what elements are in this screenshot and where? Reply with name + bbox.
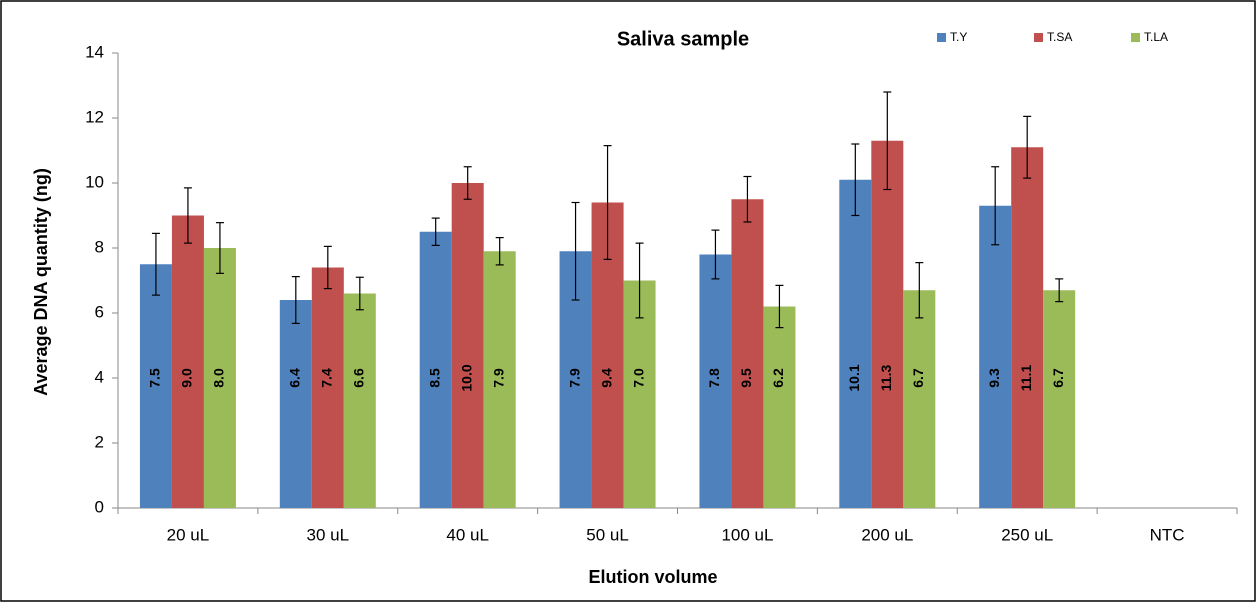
value-label: 8.5 bbox=[426, 368, 442, 388]
value-label: 6.7 bbox=[910, 368, 926, 388]
x-tick-label: 20 uL bbox=[167, 525, 210, 544]
value-label: 6.7 bbox=[1050, 368, 1066, 388]
value-label: 6.6 bbox=[351, 368, 367, 388]
value-label: 10.1 bbox=[846, 364, 862, 391]
value-label: 9.3 bbox=[986, 368, 1002, 388]
value-label: 9.0 bbox=[179, 368, 195, 388]
chart-title: Saliva sample bbox=[617, 28, 749, 50]
bar bbox=[311, 267, 344, 508]
value-label: 11.3 bbox=[878, 365, 894, 392]
error-bar bbox=[183, 187, 192, 244]
error-bar bbox=[775, 284, 784, 329]
y-tick-label: 14 bbox=[85, 42, 104, 61]
bar bbox=[731, 199, 764, 508]
y-axis-label: Average DNA quantity (ng) bbox=[31, 168, 51, 396]
bar bbox=[763, 306, 796, 508]
error-bar bbox=[215, 222, 224, 274]
error-bar bbox=[323, 245, 332, 290]
bar bbox=[203, 248, 236, 508]
y-tick-label: 8 bbox=[95, 237, 104, 256]
error-bar bbox=[463, 166, 472, 200]
bar bbox=[139, 264, 172, 508]
bar bbox=[279, 300, 312, 508]
value-label: 7.4 bbox=[319, 368, 335, 388]
error-bar bbox=[635, 242, 644, 319]
value-label: 7.8 bbox=[706, 368, 722, 388]
error-bar bbox=[915, 262, 924, 319]
bar bbox=[483, 251, 516, 508]
x-tick-label: 40 uL bbox=[446, 525, 489, 544]
y-tick-label: 6 bbox=[95, 302, 104, 321]
bar bbox=[871, 140, 904, 508]
y-tick-label: 2 bbox=[95, 432, 104, 451]
legend-swatch bbox=[937, 33, 946, 42]
error-bar bbox=[991, 166, 1000, 246]
error-bar bbox=[743, 175, 752, 223]
x-tick-label: 200 uL bbox=[861, 525, 913, 544]
bar bbox=[171, 215, 204, 508]
x-axis-label: Elution volume bbox=[588, 567, 717, 587]
bar bbox=[699, 254, 732, 508]
value-label: 8.0 bbox=[211, 368, 227, 388]
error-bar bbox=[851, 143, 860, 217]
legend-label: T.SA bbox=[1047, 30, 1072, 44]
legend-label: T.Y bbox=[950, 30, 967, 44]
bar bbox=[979, 205, 1012, 508]
error-bar bbox=[151, 232, 160, 296]
bar bbox=[1011, 147, 1044, 508]
error-bar bbox=[571, 201, 580, 301]
x-tick-label: 100 uL bbox=[721, 525, 773, 544]
error-bar bbox=[495, 237, 504, 266]
value-label: 10.0 bbox=[458, 364, 474, 391]
bar bbox=[343, 293, 376, 508]
value-label: 6.2 bbox=[770, 368, 786, 388]
y-tick-label: 0 bbox=[95, 497, 104, 516]
bar bbox=[451, 183, 484, 508]
y-tick-label: 12 bbox=[85, 107, 104, 126]
error-bar bbox=[603, 145, 612, 260]
error-bar bbox=[883, 91, 892, 191]
value-label: 11.1 bbox=[1018, 365, 1034, 392]
x-tick-label: NTC bbox=[1150, 525, 1185, 544]
x-tick-label: 50 uL bbox=[586, 525, 629, 544]
value-label: 7.9 bbox=[490, 368, 506, 388]
x-tick-label: 30 uL bbox=[307, 525, 350, 544]
bar bbox=[419, 231, 452, 508]
value-label: 7.5 bbox=[147, 368, 163, 388]
value-label: 7.0 bbox=[630, 368, 646, 388]
value-label: 9.5 bbox=[738, 368, 754, 388]
error-bar bbox=[291, 276, 300, 324]
value-label: 9.4 bbox=[598, 368, 614, 388]
value-label: 7.9 bbox=[566, 368, 582, 388]
error-bar bbox=[711, 229, 720, 280]
y-tick-label: 4 bbox=[95, 367, 104, 386]
x-tick-label: 250 uL bbox=[1001, 525, 1053, 544]
value-label: 6.4 bbox=[287, 368, 303, 388]
legend-swatch bbox=[1131, 33, 1140, 42]
bar bbox=[839, 179, 872, 508]
bar bbox=[1043, 290, 1076, 508]
error-bar bbox=[355, 276, 364, 311]
error-bar bbox=[1055, 278, 1064, 303]
error-bar bbox=[431, 217, 440, 246]
legend-label: T.LA bbox=[1144, 30, 1168, 44]
error-bar bbox=[1023, 115, 1032, 179]
bar bbox=[903, 290, 936, 508]
y-tick-label: 10 bbox=[85, 172, 104, 191]
legend-swatch bbox=[1034, 33, 1043, 42]
